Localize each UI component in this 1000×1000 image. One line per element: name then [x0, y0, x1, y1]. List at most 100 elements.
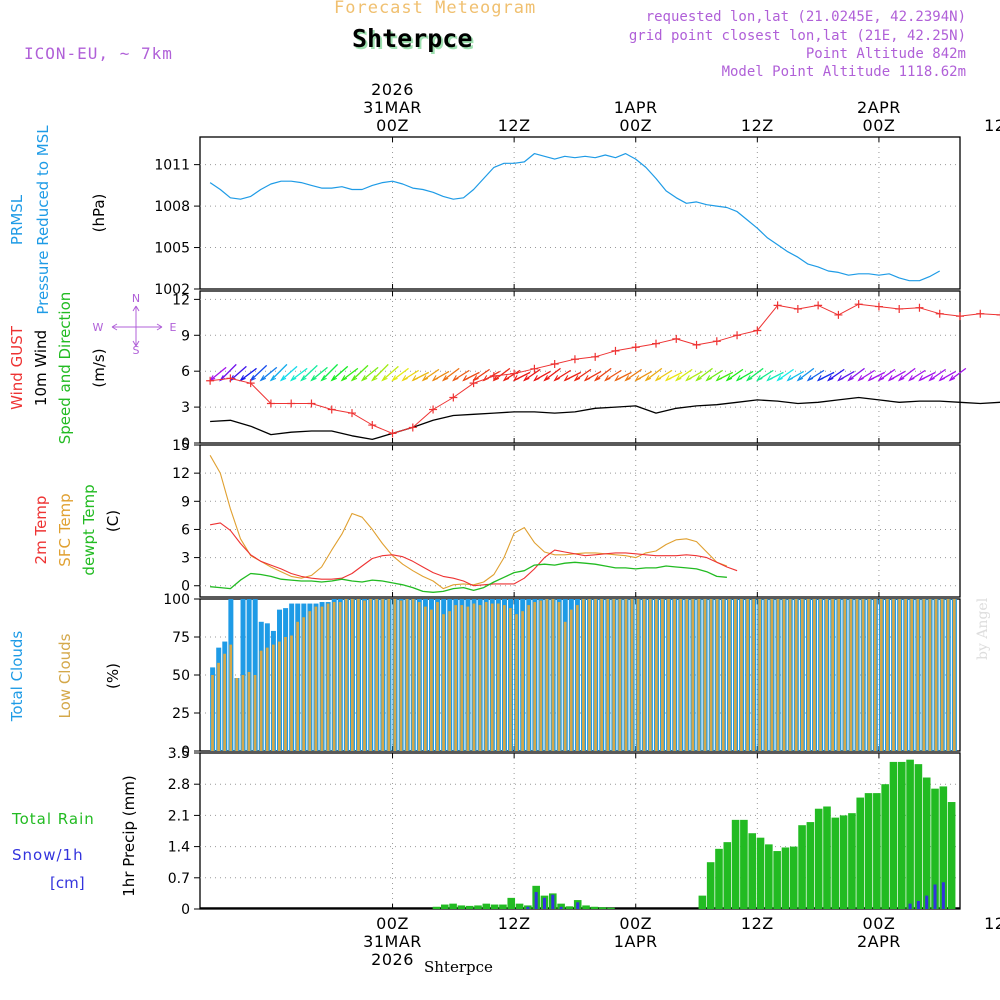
gust-marker — [793, 304, 802, 313]
rain-bar — [482, 903, 491, 909]
low-cloud-bar — [460, 605, 464, 751]
rain-bar — [873, 793, 881, 909]
low-cloud-bar — [600, 599, 603, 751]
wind-arrow — [351, 364, 369, 381]
time-label-top: 12Z — [741, 116, 774, 135]
low-cloud-bar — [466, 606, 470, 751]
wind-arrow — [280, 365, 298, 381]
wind-arrowhead — [705, 375, 712, 382]
label-prmsl: PRMSL — [8, 194, 26, 245]
low-cloud-bar — [490, 603, 494, 751]
low-cloud-bar — [673, 599, 676, 751]
sfc-temp-line — [209, 455, 728, 590]
gust-marker — [368, 421, 377, 430]
rain-bar — [748, 833, 757, 909]
snow-bar — [526, 906, 530, 909]
wind-arrow — [311, 366, 328, 381]
wind-arrow — [422, 368, 440, 381]
panel-wind: 0 3 6 9 12 — [172, 290, 961, 452]
low-cloud-bar — [235, 678, 239, 751]
wind-arrowhead — [553, 375, 560, 382]
rain-bar — [947, 802, 956, 909]
wind-arrow — [807, 369, 825, 381]
label-hpa-group: (hPa) — [90, 194, 108, 233]
label-10m-wind: 10m Wind — [32, 330, 50, 406]
rain-bar — [848, 813, 856, 909]
low-cloud-bar — [405, 599, 409, 751]
low-cloud-bar — [551, 599, 555, 751]
panel-pressure: 1002 1005 1008 1011 — [154, 136, 961, 298]
low-cloud-bar — [332, 602, 336, 751]
label-2m-temp: 2m Temp — [32, 496, 50, 565]
time-label-top: 12Z — [984, 116, 1000, 135]
rain-bar — [499, 904, 507, 909]
time-label-bottom: 2APR — [857, 932, 901, 951]
gust-marker — [631, 343, 640, 352]
gust-marker — [956, 312, 964, 321]
low-cloud-bar — [606, 599, 610, 751]
gust-marker — [712, 337, 721, 346]
wind-arrowhead — [381, 375, 388, 382]
label-prmsl-group: PRMSL — [8, 194, 26, 245]
panel-temperature: 0 3 6 9 12 15 — [172, 438, 961, 598]
low-cloud-bar — [217, 662, 220, 751]
wind-arrowhead — [654, 375, 662, 382]
low-cloud-bar — [478, 605, 482, 751]
low-cloud-bar — [721, 599, 725, 751]
low-cloud-bar — [472, 603, 476, 751]
low-cloud-bar — [612, 599, 616, 751]
gust-marker — [489, 371, 498, 380]
low-cloud-bar — [800, 599, 804, 751]
wind-arrowhead — [320, 375, 327, 382]
time-label-bottom: 31MAR — [363, 932, 422, 951]
wind-arrowhead — [826, 375, 834, 382]
gust-marker — [449, 393, 458, 402]
rain-bar — [789, 846, 798, 909]
rain-bar — [590, 906, 599, 909]
gust-marker — [733, 331, 742, 340]
rain-bar — [698, 895, 707, 909]
low-cloud-bar — [667, 599, 670, 751]
low-cloud-bar — [636, 599, 640, 751]
low-cloud-bar — [502, 605, 506, 751]
label-ms: (m/s) — [90, 348, 108, 387]
rain-bar — [939, 786, 948, 909]
label-ms-group: (m/s) — [90, 348, 108, 387]
wind-arrow — [544, 367, 561, 381]
low-cloud-bar — [776, 599, 780, 751]
wind-arrowhead — [614, 375, 621, 382]
label-snow: Snow/1h — [12, 846, 84, 864]
low-cloud-bar — [770, 599, 774, 751]
label-total-clouds: Total Clouds — [8, 631, 26, 723]
wind-arrow — [331, 365, 349, 381]
low-cloud-bar — [241, 675, 245, 751]
low-cloud-bar — [253, 675, 257, 751]
snow-bar — [941, 882, 945, 909]
gust-marker — [266, 399, 275, 408]
low-cloud-bar — [819, 599, 822, 751]
low-cloud-bar — [521, 611, 524, 751]
low-cloud-bar — [363, 600, 366, 751]
wind-arrowhead — [857, 375, 864, 382]
wind-arrowhead — [664, 375, 672, 382]
ytick-label-wind: 0 — [181, 436, 190, 452]
rain-bar — [897, 761, 906, 909]
wind-arrowhead — [634, 375, 641, 382]
wind-arrowhead — [786, 375, 793, 382]
low-cloud-bar — [375, 599, 379, 751]
wind-arrowhead — [816, 375, 824, 382]
label-speed-direction: Speed and Direction — [56, 292, 74, 445]
panel-frame-pressure — [199, 136, 961, 290]
low-cloud-bar — [308, 611, 312, 751]
wind-arrowhead — [563, 375, 571, 382]
wind-arrowhead — [300, 375, 307, 382]
wind-arrow — [300, 364, 318, 381]
wind-arrow — [949, 367, 967, 381]
low-cloud-bar — [898, 599, 901, 751]
model-altitude: Model Point Altitude 1118.62m — [721, 64, 966, 80]
gust-marker — [287, 399, 296, 408]
wind-arrowhead — [583, 375, 591, 382]
wind-arrowhead — [411, 375, 419, 382]
wind-arrowhead — [877, 375, 885, 382]
wind-arrowhead — [279, 375, 287, 382]
